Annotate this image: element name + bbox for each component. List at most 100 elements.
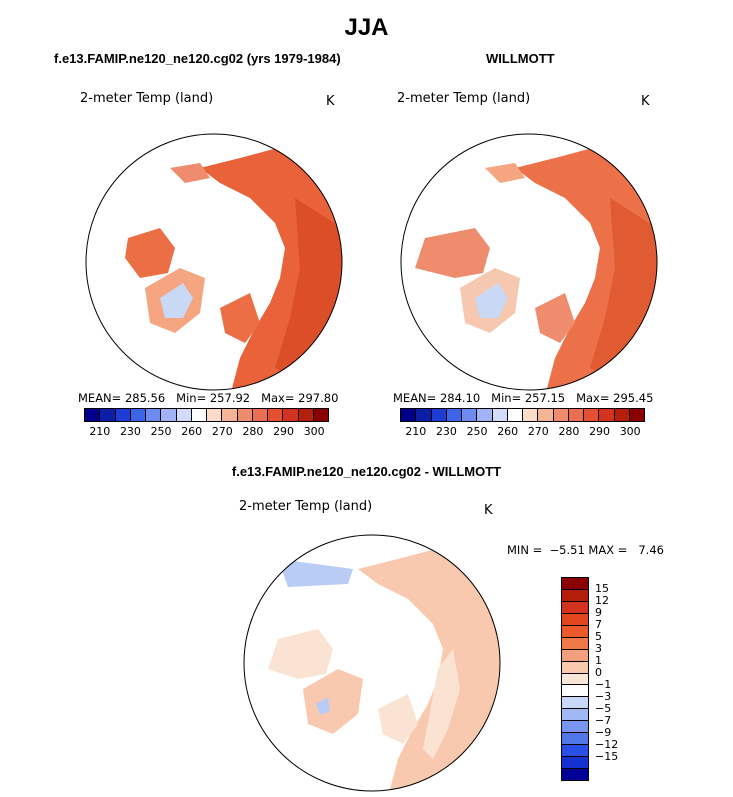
colorbar-swatch xyxy=(252,409,268,421)
eurasia-diff xyxy=(358,547,500,791)
panel3-colorbar-ticks: 15 12 9 7 5 3 1 0 −1 −3 −5 −7 −9 −12 −15 xyxy=(595,577,635,781)
colorbar-swatch xyxy=(523,409,539,421)
colorbar-tick-label: 260 xyxy=(497,425,519,438)
scandinavia-land xyxy=(220,293,260,343)
colorbar-swatch xyxy=(85,409,101,421)
panel1-max: Max= 297.80 xyxy=(261,391,339,405)
colorbar-swatch xyxy=(446,409,462,421)
panel2-field-label: 2-meter Temp (land) xyxy=(397,91,531,106)
colorbar-swatch xyxy=(462,409,478,421)
colorbar-swatch xyxy=(562,589,588,602)
panel3-subtitle: f.e13.FAMIP.ne120_ne120.cg02 - WILLMOTT xyxy=(231,464,502,479)
colorbar-swatch xyxy=(268,409,284,421)
alaska-diff-blue xyxy=(278,559,353,587)
scandinavia-diff xyxy=(378,694,418,744)
colorbar-tick-label: 15 xyxy=(595,582,609,595)
greenland-diff-blue xyxy=(316,697,330,715)
panel1-mean: MEAN= 285.56 xyxy=(78,391,166,405)
greenland-diff xyxy=(303,669,363,734)
greenland-core xyxy=(160,283,193,318)
canada-west xyxy=(125,228,175,278)
panel2-mean: MEAN= 284.10 xyxy=(393,391,481,405)
colorbar-swatch xyxy=(161,409,177,421)
colorbar-swatch xyxy=(562,721,588,734)
colorbar-tick-label: −5 xyxy=(595,702,612,715)
panel3-units: K xyxy=(484,503,493,518)
colorbar-swatch xyxy=(191,409,207,421)
panel1-units: K xyxy=(326,94,335,109)
canada-diff xyxy=(268,629,333,679)
colorbar-tick-label: 230 xyxy=(435,425,457,438)
colorbar-tick-label: 270 xyxy=(527,425,549,438)
alaska-land xyxy=(485,163,525,183)
colorbar-swatch xyxy=(562,733,588,746)
colorbar-swatch xyxy=(562,685,588,698)
colorbar-swatch xyxy=(492,409,508,421)
colorbar-swatch xyxy=(401,409,417,421)
colorbar-tick-label: 290 xyxy=(273,425,295,438)
canada-west xyxy=(415,228,490,278)
panel2-min: Min= 257.15 xyxy=(491,391,566,405)
scandinavia-land xyxy=(535,293,575,343)
colorbar-swatch xyxy=(562,613,588,626)
colorbar-tick-label: 9 xyxy=(595,606,602,619)
panel3-field-label: 2-meter Temp (land) xyxy=(239,499,373,514)
colorbar-tick-label: 230 xyxy=(119,425,141,438)
colorbar-swatch xyxy=(553,409,569,421)
colorbar-tick-label: 250 xyxy=(466,425,488,438)
colorbar-swatch xyxy=(477,409,493,421)
colorbar-tick-label: 210 xyxy=(89,425,111,438)
colorbar-tick-label: −9 xyxy=(595,726,612,739)
colorbar-swatch xyxy=(568,409,584,421)
colorbar-swatch xyxy=(237,409,253,421)
colorbar-tick-label: 1 xyxy=(595,654,602,667)
panel2-stats: MEAN= 284.10 Min= 257.15 Max= 295.45 xyxy=(393,391,653,405)
greenland-core xyxy=(475,283,508,318)
colorbar-swatch xyxy=(599,409,615,421)
panel1-field-label: 2-meter Temp (land) xyxy=(80,91,214,106)
colorbar-tick-label: 280 xyxy=(242,425,264,438)
colorbar-swatch xyxy=(629,409,644,421)
colorbar-swatch xyxy=(614,409,630,421)
colorbar-swatch xyxy=(538,409,554,421)
colorbar-tick-label: 250 xyxy=(150,425,172,438)
panel2-max: Max= 295.45 xyxy=(576,391,654,405)
colorbar-swatch xyxy=(562,661,588,674)
panel1-colorbar-ticks: 210 230 250 260 270 280 290 300 xyxy=(84,425,329,439)
colorbar-tick-label: 3 xyxy=(595,642,602,655)
colorbar-swatch xyxy=(562,709,588,722)
colorbar-tick-label: 260 xyxy=(181,425,203,438)
colorbar-swatch xyxy=(562,625,588,638)
colorbar-swatch xyxy=(100,409,116,421)
colorbar-swatch xyxy=(562,578,588,590)
panel3-polar-map xyxy=(243,534,501,792)
panel1-subtitle: f.e13.FAMIP.ne120_ne120.cg02 (yrs 1979-1… xyxy=(54,51,341,66)
colorbar-swatch xyxy=(507,409,523,421)
colorbar-tick-label: −7 xyxy=(595,714,612,727)
colorbar-tick-label: −12 xyxy=(595,738,619,751)
panel2-polar-map xyxy=(400,133,658,391)
colorbar-swatch xyxy=(146,409,162,421)
alaska-land xyxy=(170,163,210,183)
colorbar-swatch xyxy=(298,409,314,421)
colorbar-swatch xyxy=(562,757,588,769)
colorbar-swatch xyxy=(176,409,192,421)
colorbar-swatch xyxy=(562,769,588,780)
colorbar-swatch xyxy=(562,745,588,758)
colorbar-swatch xyxy=(562,601,588,614)
panel1-min: Min= 257.92 xyxy=(176,391,251,405)
figure-title: JJA xyxy=(344,14,389,41)
colorbar-tick-label: −3 xyxy=(595,690,612,703)
colorbar-tick-label: 5 xyxy=(595,630,602,643)
colorbar-tick-label: 210 xyxy=(405,425,427,438)
colorbar-swatch xyxy=(562,649,588,662)
panel1-stats: MEAN= 285.56 Min= 257.92 Max= 297.80 xyxy=(78,391,338,405)
colorbar-swatch xyxy=(283,409,299,421)
panel2-colorbar xyxy=(400,408,645,422)
colorbar-tick-label: 300 xyxy=(303,425,325,438)
colorbar-swatch xyxy=(584,409,600,421)
panel3-colorbar xyxy=(561,577,589,781)
colorbar-tick-label: −15 xyxy=(595,750,619,763)
colorbar-swatch xyxy=(207,409,223,421)
colorbar-swatch xyxy=(222,409,238,421)
